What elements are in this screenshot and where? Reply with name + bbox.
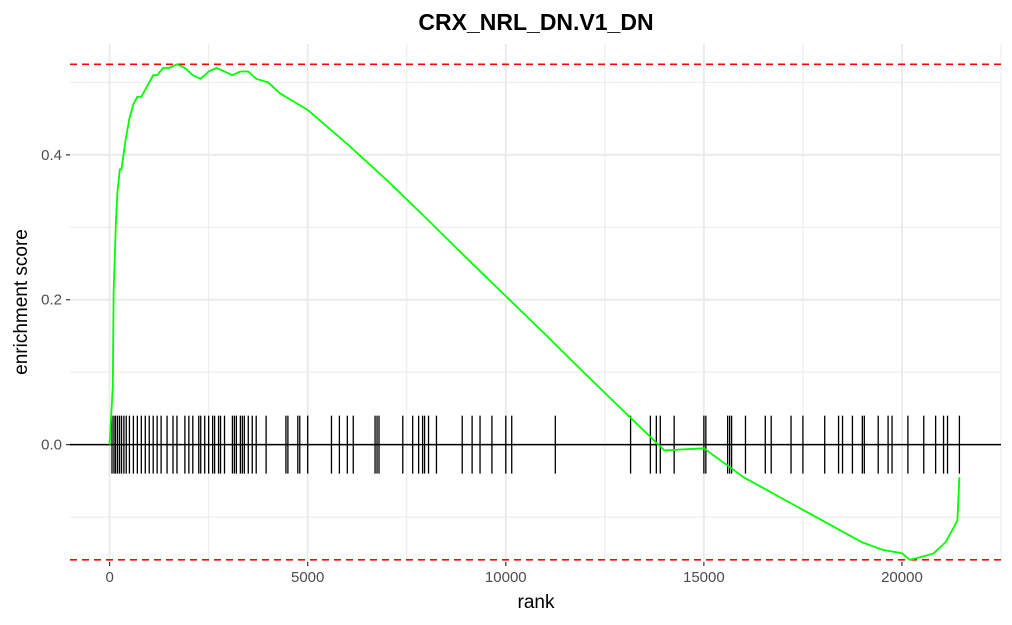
x-axis-ticks: 0 5000 10000 15000 20000 <box>105 562 923 586</box>
running-es-curve <box>108 63 961 561</box>
es-bound-lines <box>70 63 1001 561</box>
grid-lines <box>70 44 1002 562</box>
x-tick-label: 10000 <box>485 569 527 586</box>
y-tick-label: 0.2 <box>41 292 62 309</box>
x-tick-label: 5000 <box>291 569 324 586</box>
y-tick-label: 0.0 <box>41 437 62 454</box>
chart-title: CRX_NRL_DN.V1_DN <box>418 9 653 35</box>
x-tick-label: 15000 <box>683 569 725 586</box>
y-axis-ticks: 0.0 0.2 0.4 <box>41 147 70 454</box>
y-tick-label: 0.4 <box>41 147 62 164</box>
x-axis-title: rank <box>518 592 555 613</box>
y-axis-title: enrichment score <box>11 229 32 375</box>
x-tick-label: 0 <box>105 569 113 586</box>
x-tick-label: 20000 <box>881 569 923 586</box>
